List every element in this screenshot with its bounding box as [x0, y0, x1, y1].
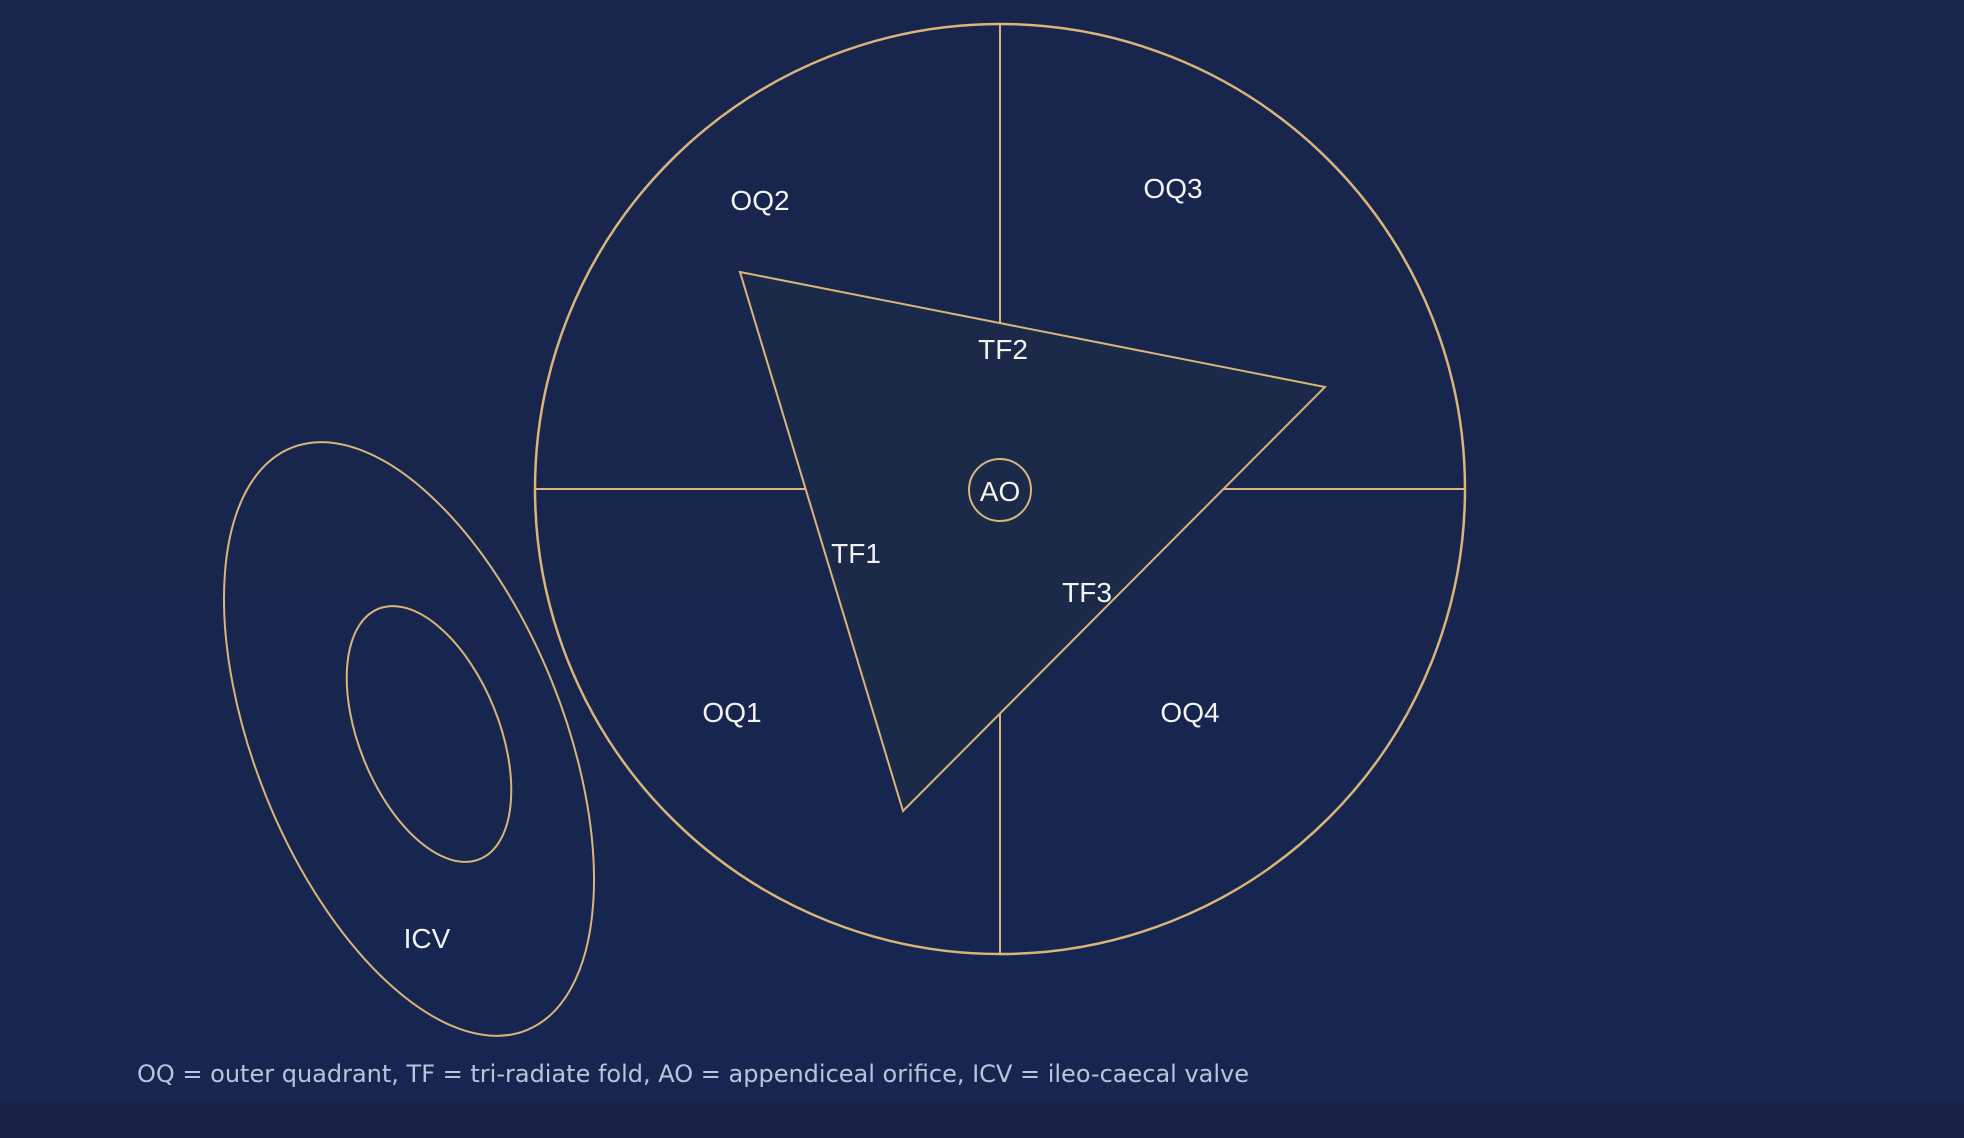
appendiceal-orifice-circle [968, 458, 1032, 522]
label-icv: ICV [404, 923, 451, 954]
label-oq2: OQ2 [730, 185, 789, 216]
label-oq1: OQ1 [702, 697, 761, 728]
label-tf2: TF2 [978, 334, 1028, 365]
label-oq4: OQ4 [1160, 697, 1219, 728]
label-tf1: TF1 [831, 538, 881, 569]
tri-radiate-fold-triangle [738, 270, 1328, 813]
bottom-band [0, 1102, 1964, 1138]
label-ao: AO [980, 476, 1020, 507]
icv-outer-ellipse [223, 441, 595, 1037]
icv-inner-ellipse [345, 605, 513, 863]
label-tf3: TF3 [1062, 577, 1112, 608]
label-oq3: OQ3 [1143, 173, 1202, 204]
legend-caption: OQ = outer quadrant, TF = tri-radiate fo… [137, 1060, 1250, 1088]
